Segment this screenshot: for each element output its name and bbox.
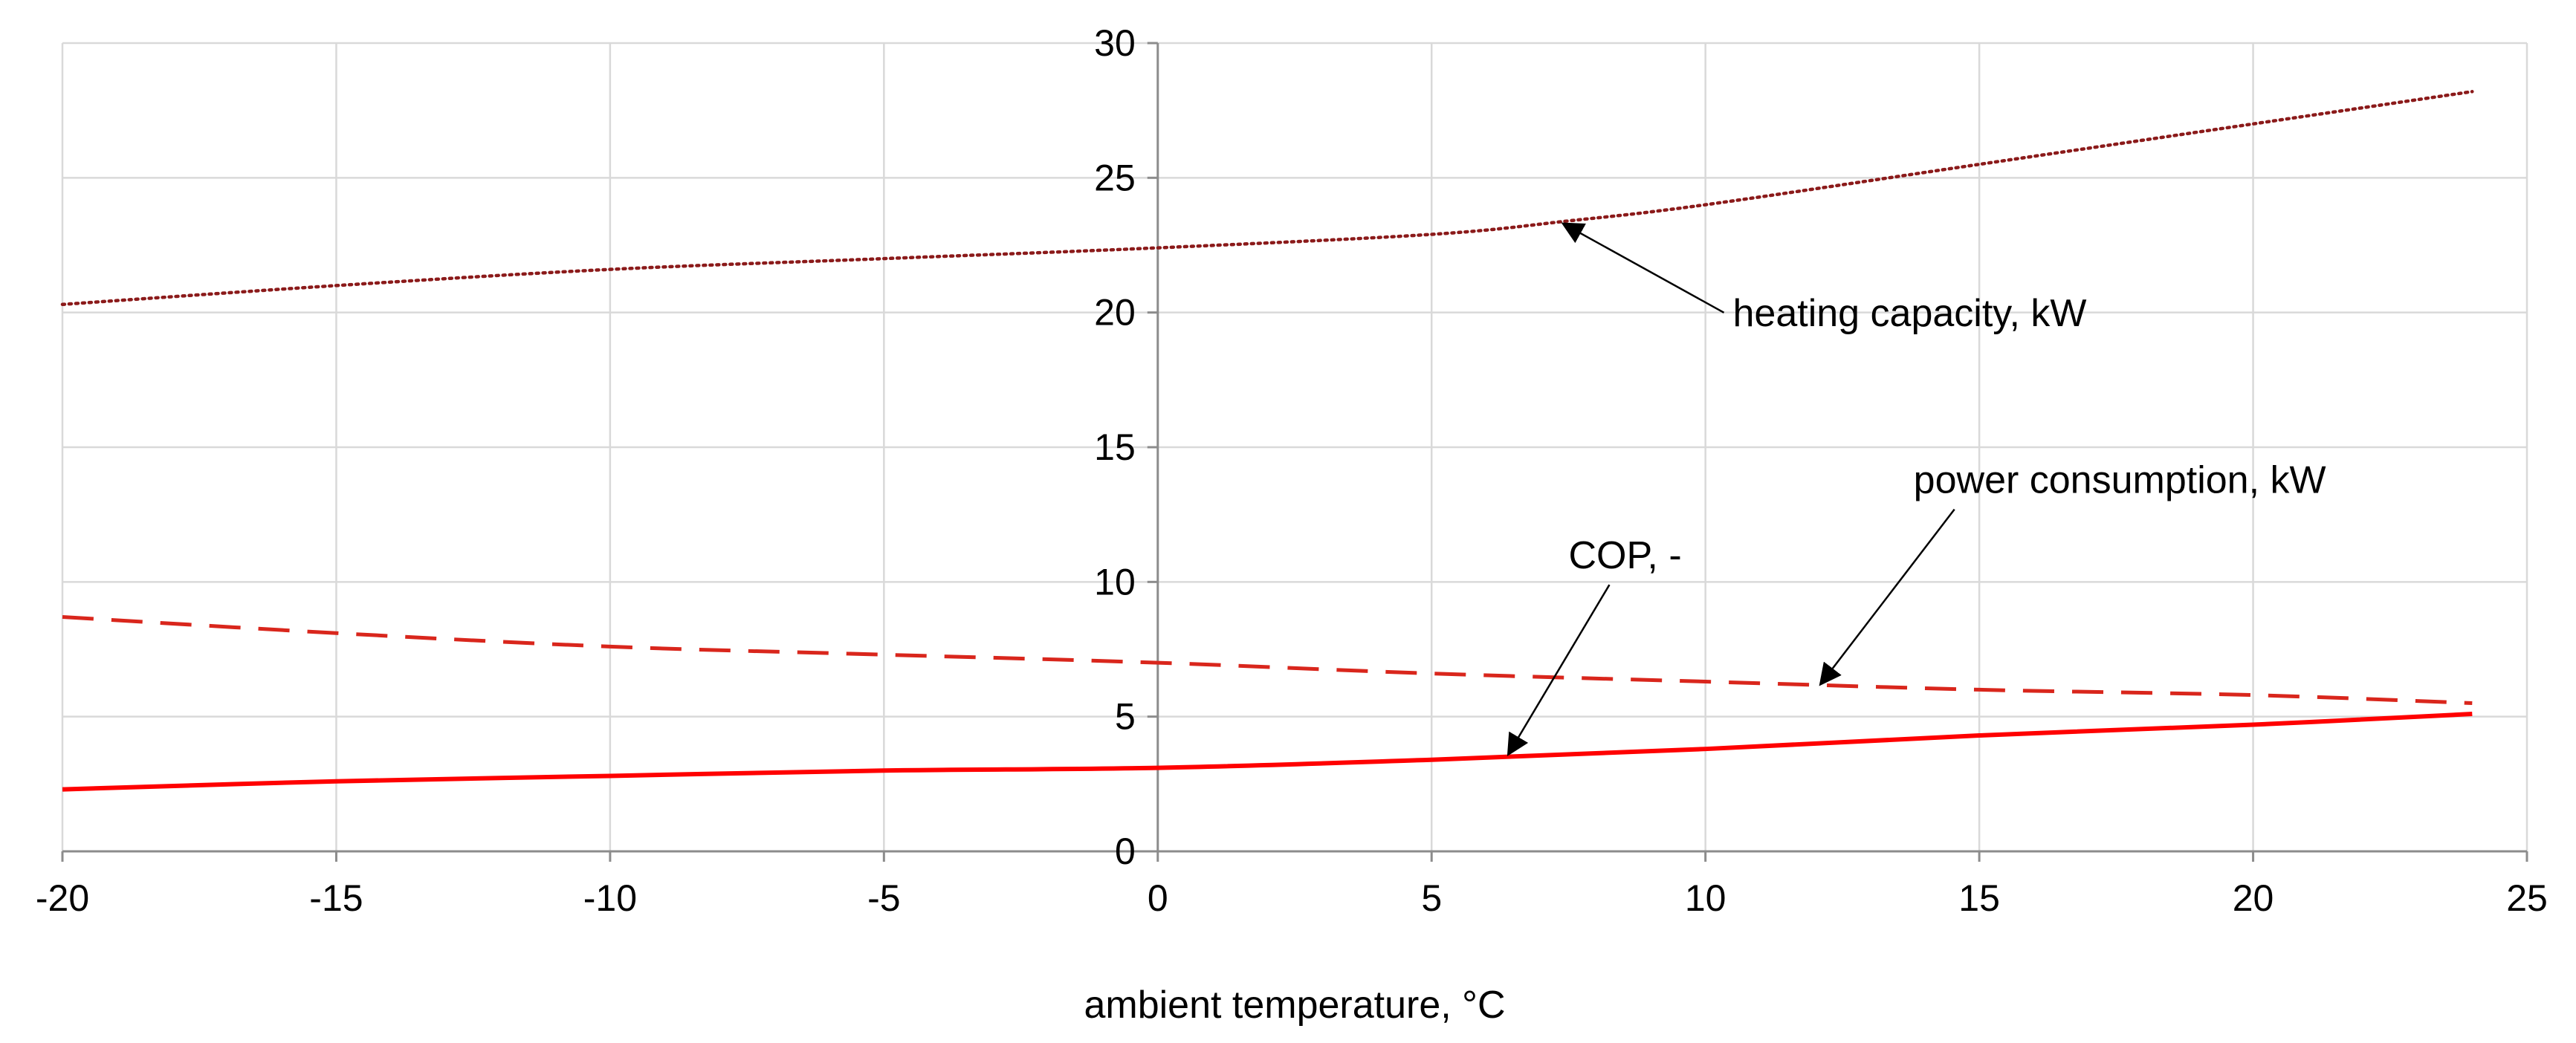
annotation-label-power-consumption-kw: power consumption, kW — [1914, 459, 2326, 502]
y-tick-label: 15 — [1094, 426, 1136, 468]
y-tick-label: 5 — [1115, 696, 1136, 738]
x-axis-title: ambient temperature, °C — [1084, 984, 1505, 1027]
x-tick-label: 5 — [1421, 877, 1442, 919]
annotation-arrow-cop — [1507, 584, 1611, 757]
y-tick-label: 20 — [1094, 292, 1136, 334]
x-tick-label: 0 — [1148, 877, 1168, 919]
x-tick-label: 10 — [1685, 877, 1726, 919]
series-line-cop — [62, 712, 2473, 792]
x-tick-label: 25 — [2506, 877, 2548, 919]
x-tick-label: -15 — [309, 877, 363, 919]
y-tick-label: 0 — [1115, 831, 1136, 872]
x-tick-label: -5 — [867, 877, 900, 919]
axes — [61, 42, 2528, 862]
y-tick-label: 10 — [1094, 561, 1136, 602]
x-tick-label: -20 — [36, 877, 89, 919]
x-tick-label: 15 — [1958, 877, 2000, 919]
annotation-arrow-power-consumption-kw — [1819, 508, 1955, 686]
annotation-arrow-heating-capacity-kw — [1561, 222, 1725, 313]
series-lines — [60, 90, 2474, 792]
series-line-power-consumption-kw — [62, 614, 2473, 706]
x-tick-label: 20 — [2233, 877, 2274, 919]
annotations: heating capacity, kW power consumption, k… — [1507, 222, 2326, 757]
tick-labels: -20 -15 -10 -5 0 5 10 15 20 25 0 5 10 15 20 25 30 — [36, 22, 2548, 919]
annotation-label-cop: COP, - — [1568, 534, 1681, 577]
annotation-label-heating-capacity-kw: heating capacity, kW — [1733, 292, 2087, 335]
y-tick-label: 25 — [1094, 157, 1136, 198]
y-tick-label: 30 — [1094, 22, 1136, 64]
x-tick-label: -10 — [583, 877, 637, 919]
series-line-heating-capacity-kw — [60, 90, 2474, 307]
